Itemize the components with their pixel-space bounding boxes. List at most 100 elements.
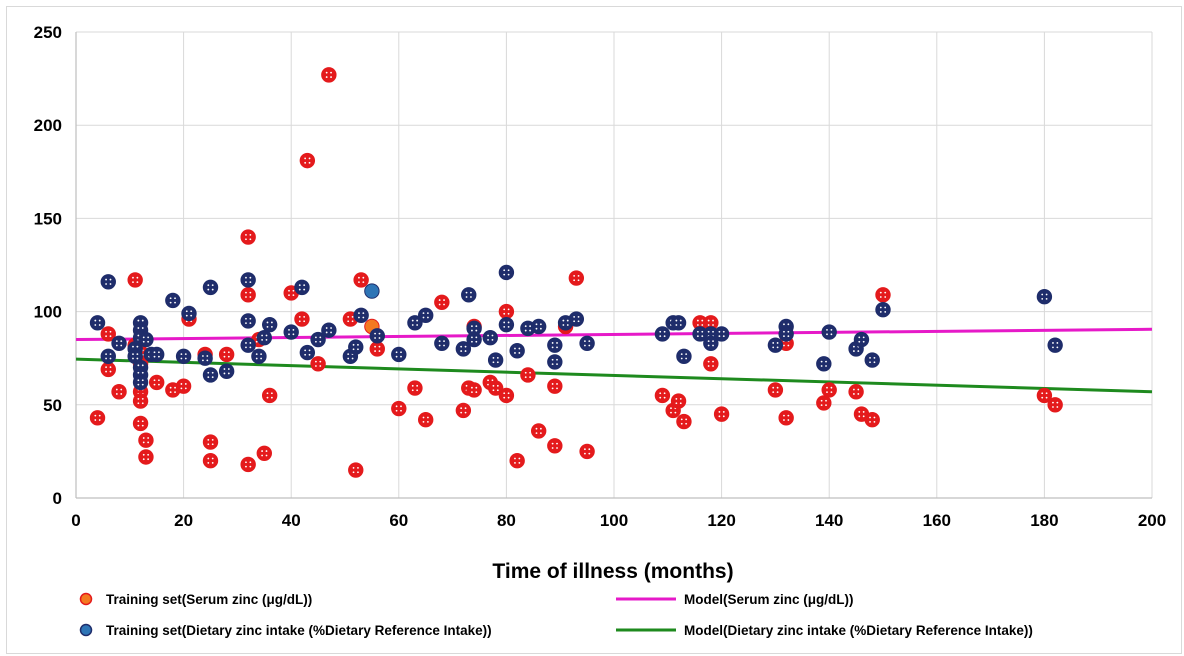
point-speck bbox=[438, 340, 441, 342]
point-speck bbox=[776, 386, 779, 389]
point-speck bbox=[207, 376, 210, 379]
point-speck bbox=[249, 276, 252, 279]
point-speck bbox=[685, 422, 688, 425]
point-speck bbox=[701, 319, 704, 322]
data-point bbox=[864, 352, 880, 368]
point-dot bbox=[261, 387, 278, 404]
point-speck bbox=[556, 358, 558, 361]
point-speck bbox=[503, 308, 506, 311]
point-dot bbox=[175, 378, 192, 394]
point-speck bbox=[374, 350, 376, 352]
point-speck bbox=[315, 360, 317, 363]
point-speck bbox=[712, 319, 714, 322]
point-speck bbox=[98, 414, 101, 417]
point-speck bbox=[180, 383, 183, 385]
point-speck bbox=[663, 335, 666, 338]
point-speck bbox=[142, 336, 145, 339]
point-dot bbox=[261, 316, 278, 333]
point-speck bbox=[223, 372, 226, 375]
point-dot bbox=[418, 412, 434, 428]
point-speck bbox=[460, 350, 463, 352]
point-speck bbox=[1052, 346, 1054, 349]
point-speck bbox=[245, 281, 247, 284]
point-speck bbox=[141, 402, 144, 405]
point-speck bbox=[255, 357, 258, 360]
point-speck bbox=[147, 458, 150, 461]
point-speck bbox=[707, 319, 710, 322]
point-speck bbox=[153, 379, 156, 382]
point-speck bbox=[556, 442, 558, 445]
point-speck bbox=[475, 325, 478, 328]
point-speck bbox=[858, 415, 861, 418]
point-speck bbox=[573, 315, 576, 318]
point-dot bbox=[670, 393, 687, 409]
point-speck bbox=[362, 312, 365, 315]
point-speck bbox=[475, 336, 478, 339]
point-speck bbox=[1056, 406, 1059, 408]
data-point bbox=[218, 346, 235, 363]
point-dot bbox=[864, 352, 880, 368]
point-speck bbox=[1045, 293, 1048, 296]
point-speck bbox=[303, 320, 306, 323]
point-speck bbox=[347, 315, 350, 318]
data-point bbox=[864, 412, 880, 428]
point-speck bbox=[303, 315, 306, 318]
point-speck bbox=[147, 336, 150, 339]
point-dot bbox=[256, 445, 272, 461]
point-speck bbox=[556, 387, 558, 390]
point-speck bbox=[680, 357, 683, 360]
point-speck bbox=[378, 332, 381, 335]
point-speck bbox=[853, 393, 855, 395]
point-speck bbox=[722, 415, 725, 418]
point-speck bbox=[680, 422, 683, 425]
point-speck bbox=[292, 289, 295, 292]
point-speck bbox=[357, 466, 359, 469]
point-speck bbox=[826, 333, 828, 336]
point-speck bbox=[105, 370, 107, 373]
point-speck bbox=[298, 320, 301, 323]
point-speck bbox=[362, 316, 365, 319]
point-speck bbox=[395, 351, 398, 354]
point-speck bbox=[573, 320, 576, 323]
point-speck bbox=[169, 297, 172, 300]
point-dot bbox=[369, 328, 385, 344]
point-speck bbox=[787, 344, 790, 347]
point-dot bbox=[321, 67, 337, 83]
point-dot bbox=[547, 378, 563, 394]
point-speck bbox=[858, 411, 861, 413]
data-point bbox=[299, 344, 316, 361]
point-speck bbox=[1045, 392, 1048, 395]
data-point bbox=[240, 337, 256, 353]
point-speck bbox=[292, 333, 295, 336]
point-speck bbox=[507, 325, 510, 328]
model-line bbox=[75, 357, 1153, 394]
data-point bbox=[547, 337, 563, 353]
point-speck bbox=[94, 324, 97, 326]
y-tick-label: 250 bbox=[34, 23, 62, 42]
point-speck bbox=[675, 324, 678, 326]
point-speck bbox=[826, 329, 828, 331]
point-speck bbox=[588, 448, 591, 451]
data-point bbox=[240, 229, 256, 245]
point-speck bbox=[518, 457, 521, 460]
data-point bbox=[579, 335, 595, 351]
legend-item: Training set(Dietary zinc intake (%Dieta… bbox=[79, 623, 492, 638]
data-point bbox=[821, 324, 837, 340]
point-speck bbox=[347, 320, 350, 323]
point-dot bbox=[418, 307, 434, 324]
data-point bbox=[875, 302, 891, 318]
point-speck bbox=[529, 329, 532, 332]
point-speck bbox=[577, 274, 580, 277]
point-speck bbox=[190, 314, 193, 317]
point-speck bbox=[862, 415, 865, 418]
point-dot bbox=[391, 346, 407, 363]
data-point bbox=[256, 329, 272, 346]
point-speck bbox=[551, 387, 554, 390]
point-speck bbox=[514, 352, 516, 354]
point-speck bbox=[464, 345, 467, 348]
point-dot bbox=[520, 367, 536, 383]
point-speck bbox=[249, 322, 252, 325]
point-dot bbox=[299, 152, 316, 169]
point-speck bbox=[427, 312, 429, 315]
point-dot bbox=[218, 363, 235, 379]
